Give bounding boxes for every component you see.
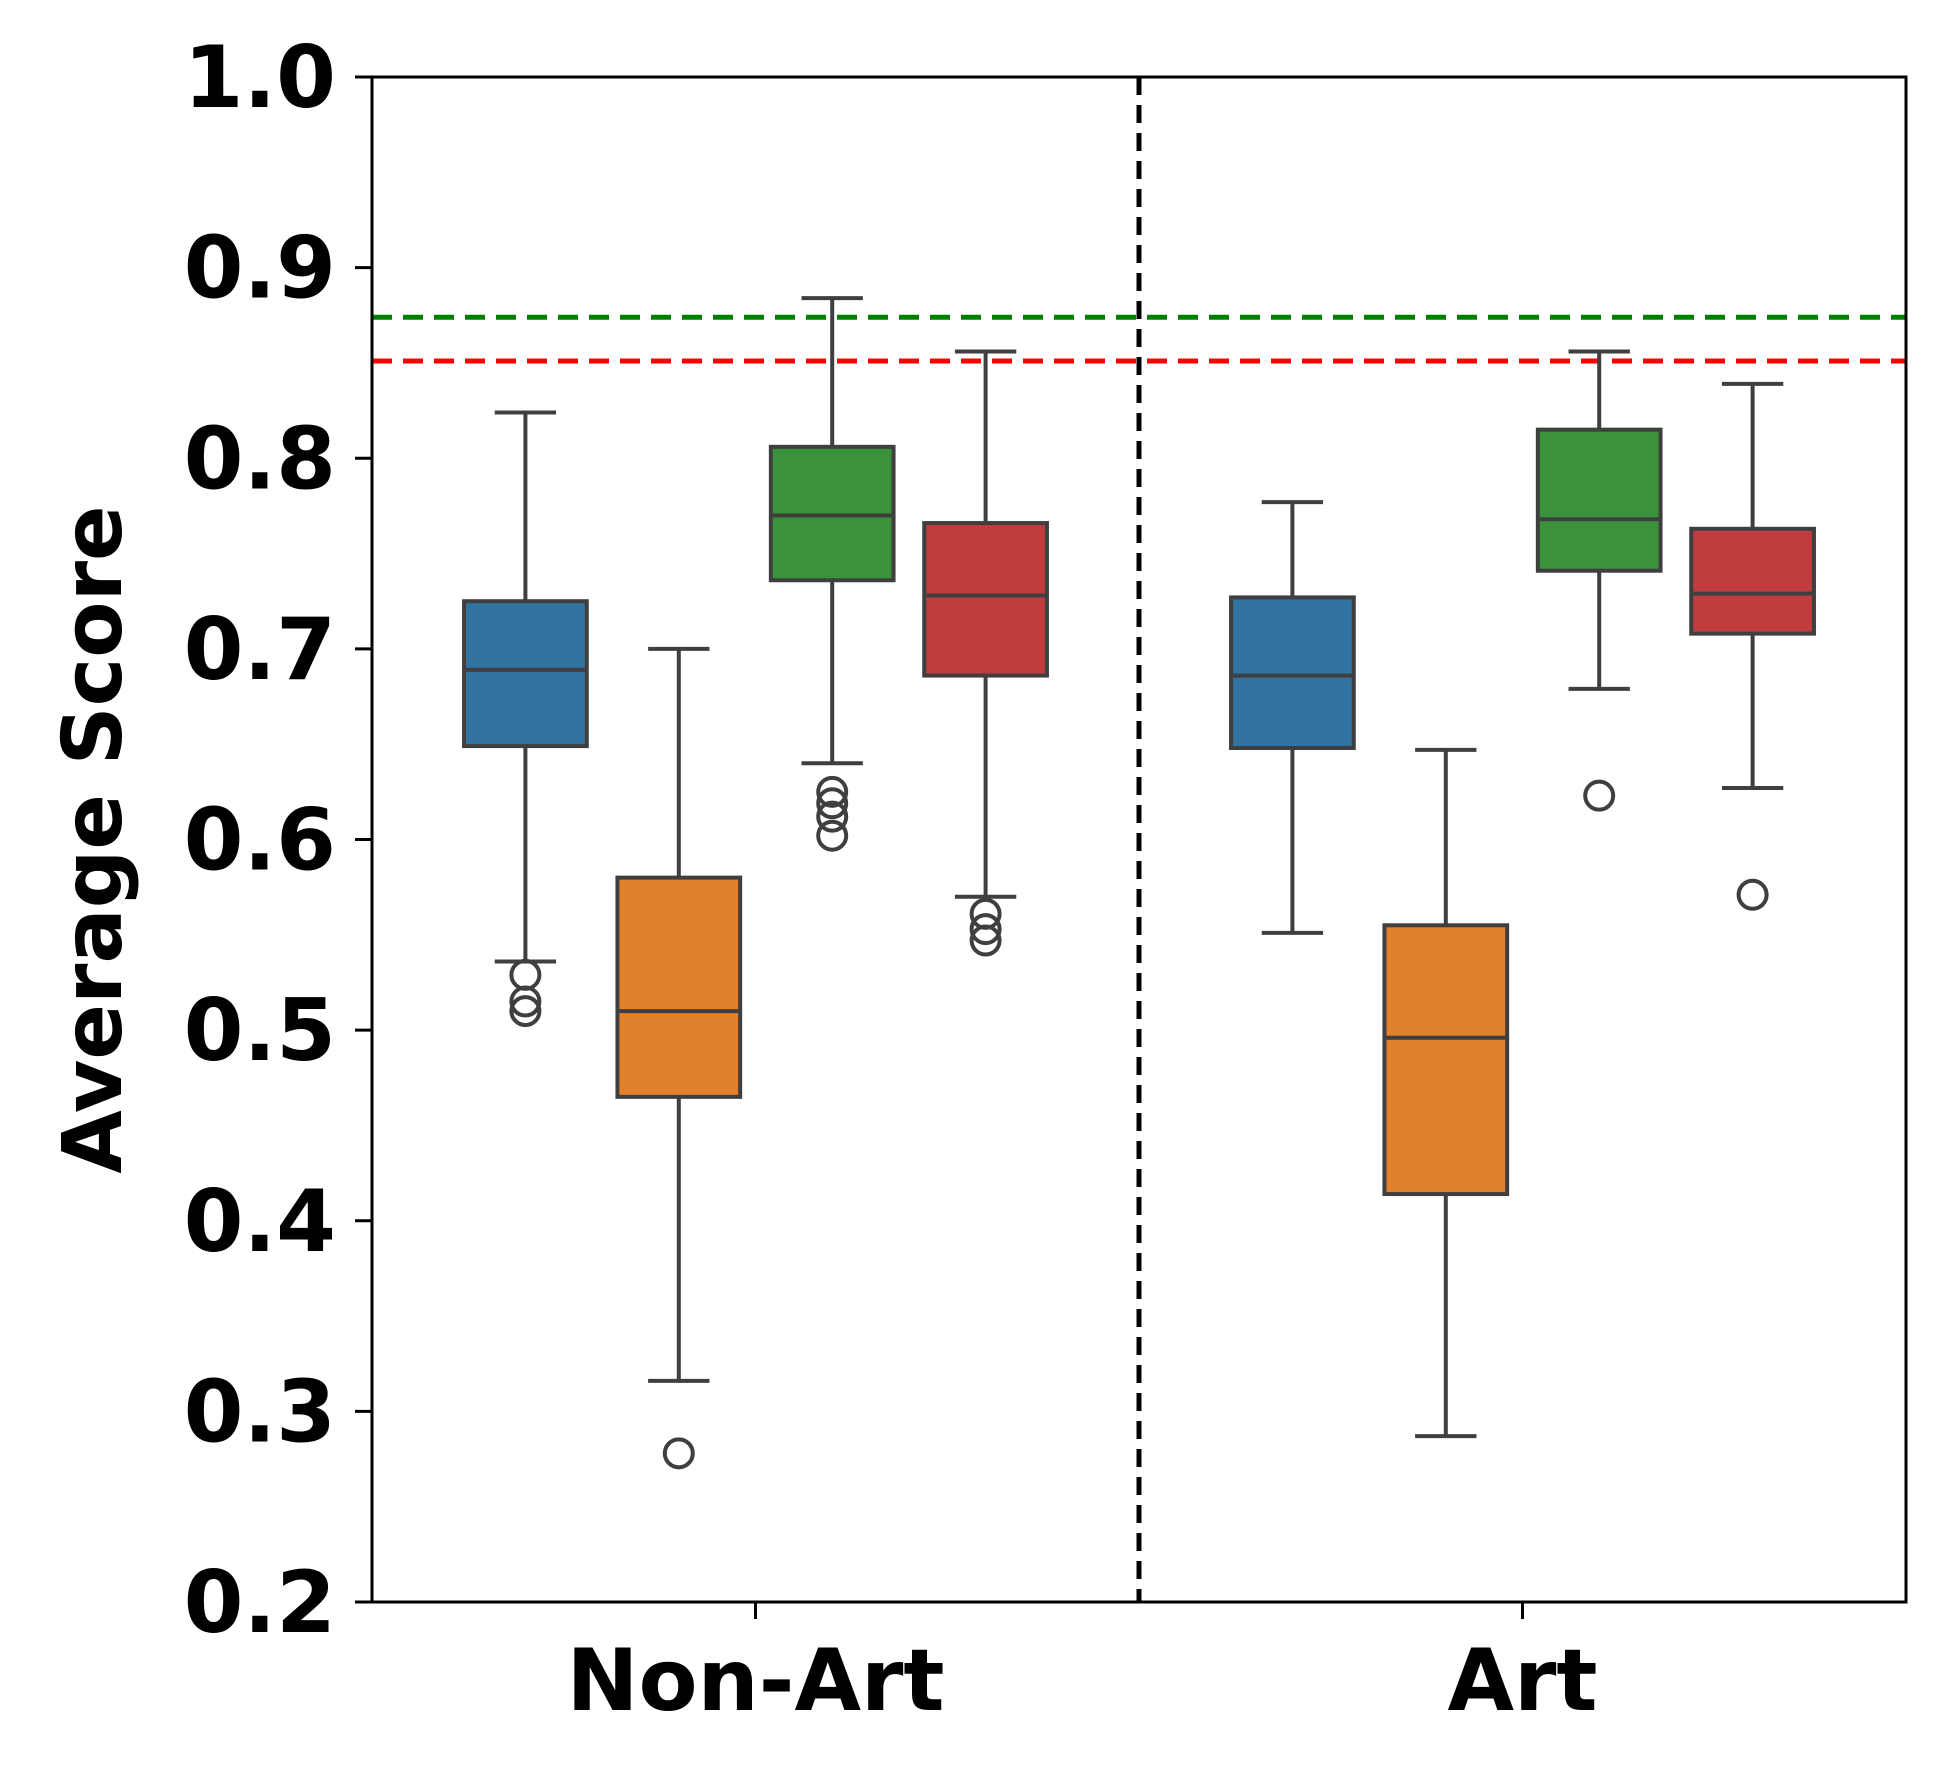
outlier-point <box>969 924 1002 957</box>
outlier-point <box>816 800 849 833</box>
box-non-art-3 <box>768 296 896 852</box>
outlier-point <box>816 819 849 852</box>
y-tick-label: 0.3 <box>184 1362 336 1462</box>
box-series <box>462 296 1816 1470</box>
box-iqr <box>1689 526 1816 636</box>
y-axis-label: Average Score <box>46 505 141 1173</box>
outlier-point <box>1736 878 1769 911</box>
plot-frame <box>370 75 1908 1604</box>
y-axis: 0.2 0.3 0.4 0.5 0.6 0.7 0.8 0.9 1.0 <box>184 28 372 1653</box>
x-axis: Non-Art Art <box>566 1602 1598 1731</box>
outlier-point <box>816 775 849 808</box>
outlier-point <box>509 958 542 991</box>
box-iqr <box>615 875 743 1099</box>
box-iqr <box>1229 595 1356 750</box>
box-iqr <box>462 599 589 749</box>
outlier-point <box>1583 779 1616 812</box>
y-tick-label: 0.5 <box>184 981 336 1081</box>
box-art-2 <box>1382 747 1510 1439</box>
y-tick-label: 0.4 <box>184 1172 336 1272</box>
x-tick-label: Non-Art <box>566 1631 944 1731</box>
y-tick-label: 0.2 <box>184 1553 336 1653</box>
outlier-point <box>509 995 542 1028</box>
y-tick-label: 0.6 <box>184 791 336 891</box>
outlier-point <box>509 985 542 1018</box>
box-iqr <box>1535 427 1663 573</box>
box-art-3 <box>1535 349 1663 812</box>
box-art-4 <box>1689 381 1816 911</box>
box-non-art-2 <box>615 646 743 1470</box>
x-tick-label: Art <box>1447 1631 1597 1731</box>
y-tick-label: 0.7 <box>184 600 336 700</box>
box-non-art-1 <box>462 410 589 1028</box>
y-tick-label: 0.8 <box>184 409 336 509</box>
reference-lines <box>372 314 1906 364</box>
box-non-art-4 <box>922 349 1049 957</box>
box-iqr <box>1382 923 1510 1197</box>
y-tick-label: 1.0 <box>184 28 336 128</box>
y-tick-label: 0.9 <box>184 219 336 319</box>
outlier-point <box>662 1437 695 1470</box>
box-art-1 <box>1229 500 1356 935</box>
outlier-point <box>969 913 1002 946</box>
outlier-point <box>816 787 849 820</box>
box-iqr <box>922 521 1049 678</box>
